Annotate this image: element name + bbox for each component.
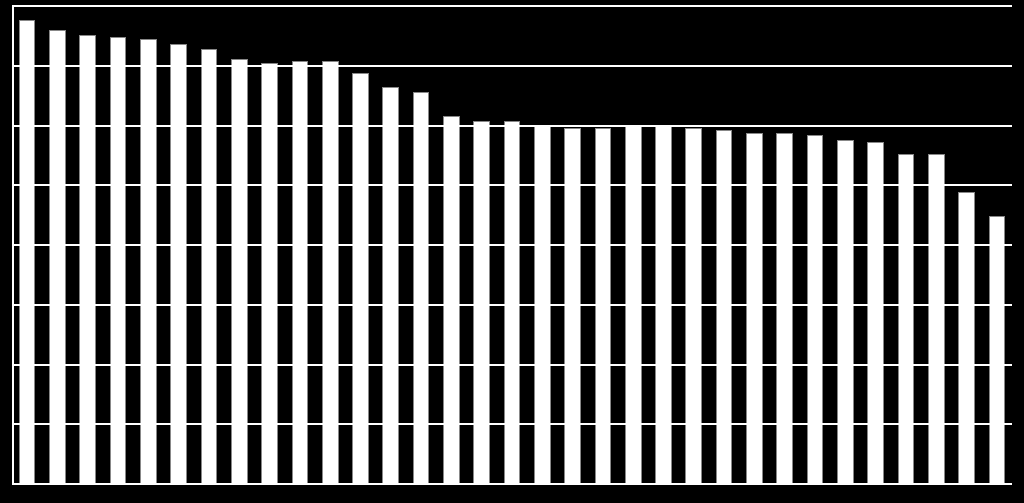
gridline — [12, 244, 1012, 246]
gridline — [12, 304, 1012, 306]
bar — [989, 216, 1006, 484]
bar — [443, 116, 460, 484]
bar — [110, 37, 127, 484]
bar — [49, 30, 66, 484]
gridline — [12, 5, 1012, 7]
gridline — [12, 125, 1012, 127]
bar — [19, 20, 36, 484]
bar — [564, 128, 581, 484]
bar — [898, 154, 915, 484]
bar — [595, 128, 612, 484]
gridline — [12, 364, 1012, 366]
chart-container — [0, 0, 1024, 503]
gridline — [12, 423, 1012, 425]
bar — [837, 140, 854, 484]
bar — [867, 142, 884, 484]
bar — [807, 135, 824, 484]
bar — [79, 35, 96, 484]
bar — [140, 39, 157, 484]
bar — [473, 121, 490, 484]
gridline — [12, 65, 1012, 67]
bar — [928, 154, 945, 484]
bar — [201, 49, 218, 484]
bar — [504, 121, 521, 484]
gridline — [12, 184, 1012, 186]
plot-area — [12, 6, 1012, 484]
bar — [685, 128, 702, 484]
bar — [170, 44, 187, 484]
bar — [231, 59, 248, 484]
bar — [958, 192, 975, 484]
gridline — [12, 483, 1012, 485]
